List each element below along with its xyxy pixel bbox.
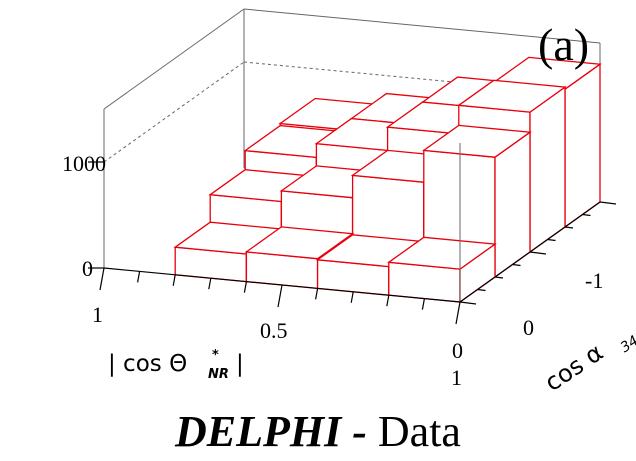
x-tick-2 bbox=[386, 295, 390, 307]
x-axis-title-sub: NR bbox=[208, 367, 229, 382]
bar-face-top bbox=[244, 226, 355, 260]
bar-face-side bbox=[564, 62, 601, 229]
box-edge-top-right bbox=[243, 8, 601, 44]
y-tick-5 bbox=[547, 238, 556, 242]
footer-title: DELPHI - Data bbox=[174, 407, 461, 456]
x-tick-4 bbox=[315, 288, 319, 300]
footer-title-bold: DELPHI - bbox=[174, 407, 367, 456]
box-edge-top-back bbox=[103, 8, 245, 110]
y-tick-label-0: 0 bbox=[523, 315, 534, 340]
x-tick-3 bbox=[350, 291, 354, 303]
y-tick-6 bbox=[564, 226, 574, 229]
x-tick-label-0: 0 bbox=[452, 338, 463, 363]
y-tick-0 bbox=[459, 301, 477, 305]
y-tick-label-1: 1 bbox=[451, 365, 462, 390]
y-tick-label-minus1: -1 bbox=[585, 268, 603, 293]
x-tick-1 bbox=[421, 298, 425, 310]
z-tick-label-0: 0 bbox=[82, 256, 93, 281]
y-axis-title-main: cos α bbox=[540, 338, 609, 397]
gridline-1000-left bbox=[103, 61, 245, 163]
y-tick-8 bbox=[599, 201, 617, 205]
panel-label: (a) bbox=[538, 19, 589, 70]
bar-face-top bbox=[422, 124, 532, 158]
x-tick-label-1: 1 bbox=[92, 302, 103, 327]
x-tick-6 bbox=[243, 281, 247, 293]
x-axis-title-end: | bbox=[236, 351, 244, 377]
y-tick-1 bbox=[477, 288, 486, 292]
x-tick-9 bbox=[137, 271, 141, 283]
z-tick-label-1000: 1000 bbox=[62, 151, 106, 176]
bar-face-top bbox=[387, 236, 497, 270]
x-tick-7 bbox=[208, 278, 212, 290]
footer-title-normal: Data bbox=[367, 407, 461, 456]
x-tick-10 bbox=[99, 267, 105, 291]
y-tick-2 bbox=[494, 276, 504, 279]
bar-face-side bbox=[529, 85, 566, 254]
y-tick-7 bbox=[582, 213, 591, 217]
x-axis-title: | cos Θ * NR | bbox=[108, 348, 244, 382]
y-axis-title-sub: 34 bbox=[618, 333, 636, 356]
bar-grid bbox=[173, 56, 602, 304]
x-tick-0 bbox=[455, 301, 461, 325]
x-axis-title-main: | cos Θ bbox=[108, 351, 187, 377]
y-axis-title: cos α 34 bbox=[540, 333, 636, 397]
y-tick-4 bbox=[529, 251, 547, 255]
x-tick-8 bbox=[172, 274, 176, 286]
bar-0-0 bbox=[387, 236, 497, 304]
axes bbox=[88, 161, 617, 325]
bar-face-top bbox=[457, 79, 567, 113]
x-tick-label-0-5: 0.5 bbox=[260, 318, 288, 343]
y-tick-3 bbox=[512, 263, 521, 267]
x-tick-5 bbox=[277, 284, 283, 308]
x-axis-title-sup: * bbox=[212, 348, 219, 363]
